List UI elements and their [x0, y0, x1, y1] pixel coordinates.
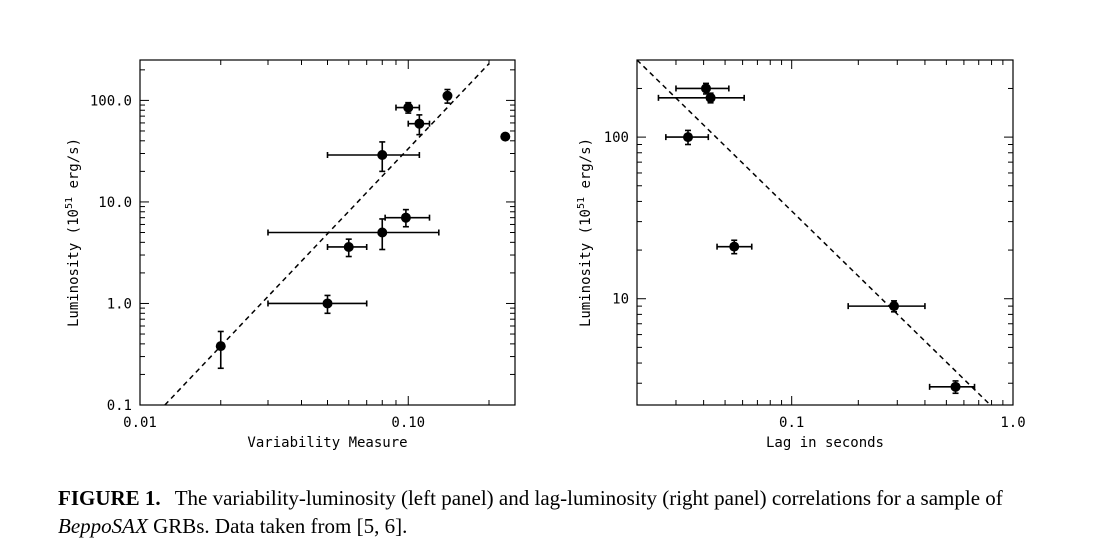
- x-tick-label: 0.10: [391, 415, 425, 431]
- y-tick-label: 100.0: [90, 93, 132, 109]
- x-tick-label: 0.01: [123, 415, 157, 431]
- caption-italic-text: BeppoSAX: [58, 514, 148, 538]
- caption-text-end: GRBs. Data taken from [5, 6].: [147, 514, 408, 538]
- x-axis-label: Lag in seconds: [766, 435, 884, 451]
- data-point: [414, 118, 425, 129]
- x-axis-label: Variability Measure: [247, 435, 407, 451]
- data-point: [500, 131, 511, 142]
- y-tick-label: 1.0: [107, 296, 132, 312]
- data-point: [400, 212, 411, 223]
- figure-caption: FIGURE 1. The variability-luminosity (lef…: [58, 484, 1058, 540]
- y-tick-label: 10.0: [98, 195, 132, 211]
- data-point: [950, 381, 961, 392]
- data-point: [322, 298, 333, 309]
- x-tick-label: 1.0: [1000, 415, 1025, 431]
- data-point: [442, 90, 453, 101]
- figure-canvas: 0.01 0.10 0.1 1.0 10.0 100.0 Variability Measu…: [64, 59, 1026, 451]
- plot-frame: [636, 59, 1014, 406]
- fit-line: [164, 63, 490, 406]
- y-tick-label: 0.1: [107, 398, 132, 414]
- x-tick-label: 0.1: [779, 415, 804, 431]
- right-panel: 0.1 1.0 10 100 Lag in seconds Luminosity (105…: [576, 59, 1026, 451]
- data-point: [343, 241, 354, 252]
- data-point: [683, 132, 694, 143]
- caption-text: The variability-luminosity (left panel) …: [174, 486, 1003, 510]
- data-point: [377, 149, 388, 160]
- caption-label: FIGURE 1.: [58, 486, 161, 510]
- y-tick-label: 10: [612, 292, 629, 308]
- data-point: [700, 83, 711, 94]
- data-point: [215, 341, 226, 352]
- left-panel: 0.01 0.10 0.1 1.0 10.0 100.0 Variability Measu…: [64, 59, 516, 451]
- data-point: [377, 227, 388, 238]
- data-point: [403, 102, 414, 113]
- y-axis-label: Luminosity (1051 erg/s): [576, 138, 594, 327]
- y-tick-label: 100: [604, 130, 629, 146]
- fit-line: [636, 59, 991, 406]
- y-axis-label: Luminosity (1051 erg/s): [64, 138, 82, 327]
- data-point: [729, 241, 740, 252]
- data-point: [705, 92, 716, 103]
- data-point: [889, 301, 900, 312]
